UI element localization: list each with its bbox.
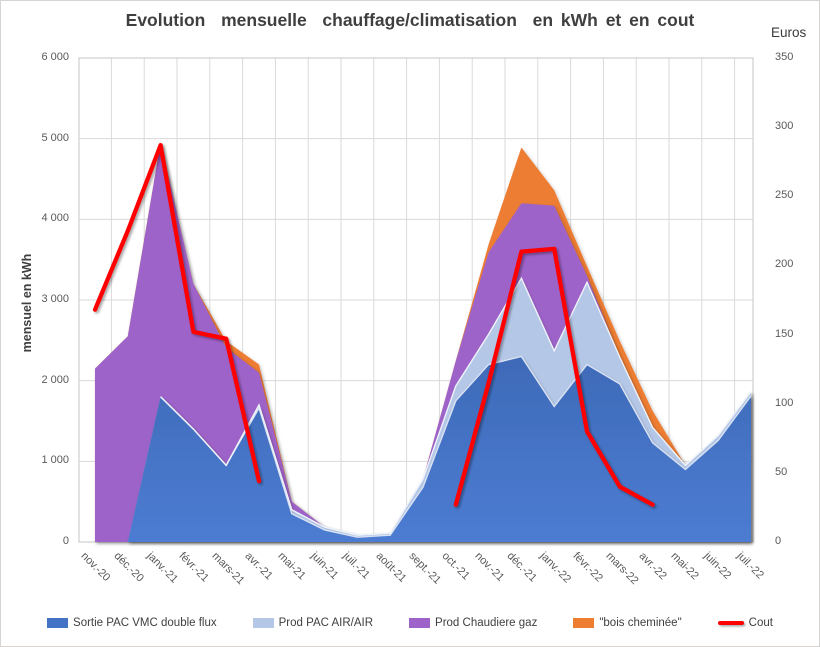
chart-legend: Sortie PAC VMC double flux Prod PAC AIR/A…: [1, 617, 819, 629]
secondary-axis-tick-label: 0: [775, 535, 782, 547]
series-edge: [160, 355, 752, 538]
y-axis-tick-label: 2 000: [41, 373, 69, 386]
legend-item-label: Sortie PAC VMC double flux: [73, 617, 217, 629]
legend-color-swatch-icon: [47, 618, 69, 628]
secondary-axis-tick-label: 200: [775, 258, 794, 271]
legend-item-sortie-pac-vmc-double-flux[interactable]: Sortie PAC VMC double flux: [47, 617, 217, 629]
area-series-sortie-pac-vmc-double-flux[interactable]: [95, 356, 751, 542]
y-axis-tick-label: 0: [62, 535, 69, 547]
legend-color-swatch-icon: [409, 618, 431, 628]
secondary-axis-tick-label: 150: [775, 327, 794, 340]
legend-item-label: "bois cheminée": [599, 617, 682, 629]
secondary-axis-tick-label: 300: [775, 120, 794, 133]
y-axis-tick-label: 4 000: [41, 212, 69, 225]
legend-item-label: Prod Chaudiere gaz: [435, 617, 538, 629]
y-axis-tick-label: 6 000: [41, 51, 69, 63]
cout-line-swatch-icon: [717, 620, 744, 626]
right-axis-title: Euros: [771, 25, 807, 40]
y-axis-tick-label: 5 000: [41, 131, 69, 144]
legend-item-label: Prod PAC AIR/AIR: [278, 617, 374, 629]
cout-line[interactable]: [453, 246, 655, 507]
legend-color-swatch-icon: [573, 618, 595, 628]
cout-line[interactable]: [92, 142, 262, 484]
secondary-axis-tick-label: 100: [775, 396, 794, 409]
chart-title: Evolution mensuelle chauffage/climatisat…: [125, 10, 695, 30]
legend-color-swatch-icon: [252, 618, 274, 628]
legend-item-bois-chemin-e[interactable]: "bois cheminée": [573, 617, 682, 629]
legend-item-prod-pac-air-air[interactable]: Prod PAC AIR/AIR: [252, 617, 374, 629]
series-edge: [160, 276, 752, 536]
secondary-axis-tick-label: 350: [775, 51, 794, 63]
legend-item-cout[interactable]: Cout: [717, 617, 773, 629]
legend-item-prod-chaudiere-gaz[interactable]: Prod Chaudiere gaz: [409, 617, 537, 629]
y-axis-tick-label: 3 000: [41, 293, 69, 305]
secondary-axis-tick-label: 250: [775, 189, 794, 202]
legend-item-label: Cout: [748, 617, 773, 629]
y-axis-tick-label: 1 000: [41, 454, 69, 467]
secondary-axis-tick-label: 50: [775, 465, 788, 478]
